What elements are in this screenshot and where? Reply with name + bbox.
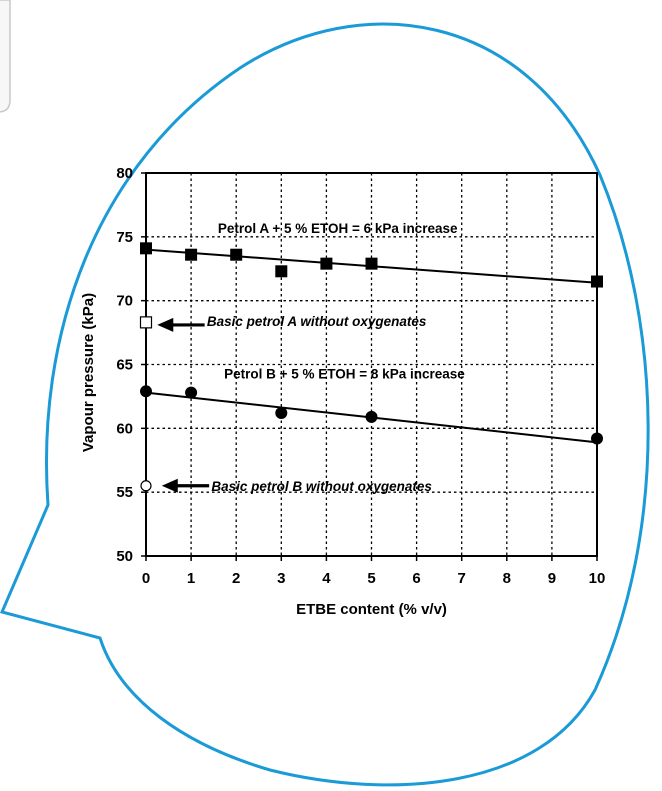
corner-panel bbox=[0, 0, 11, 113]
data-point-circle bbox=[591, 432, 603, 445]
data-point-circle bbox=[275, 407, 288, 420]
x-tick-label: 3 bbox=[277, 570, 285, 587]
x-tick-label: 2 bbox=[232, 570, 240, 587]
x-tick-label: 1 bbox=[187, 570, 195, 587]
speech-bubble-outline bbox=[0, 22, 650, 787]
data-point-circle bbox=[365, 410, 378, 423]
y-tick-label: 70 bbox=[116, 293, 133, 310]
x-tick-label: 8 bbox=[503, 570, 511, 587]
data-point-square bbox=[591, 275, 603, 288]
x-tick-label: 7 bbox=[458, 570, 466, 587]
y-tick-label: 60 bbox=[116, 420, 133, 437]
y-tick-label: 50 bbox=[116, 548, 133, 565]
data-markers bbox=[139, 242, 603, 492]
x-axis-title: ETBE content (% v/v) bbox=[296, 601, 447, 618]
axis-ticks: 0 1 2 3 4 5 6 7 8 9 10 50 55 60 65 70 75 80 bbox=[116, 165, 605, 587]
y-tick-label: 80 bbox=[116, 165, 133, 182]
x-tick-label: 10 bbox=[589, 570, 606, 587]
annotation-label: Basic petrol B without oxygenates bbox=[211, 479, 432, 494]
data-point-circle bbox=[185, 386, 198, 399]
data-point-circle bbox=[140, 385, 152, 398]
x-tick-label: 6 bbox=[412, 570, 420, 587]
grid-lines bbox=[146, 173, 597, 556]
x-tick-label: 0 bbox=[142, 570, 150, 587]
annotation-label: Basic petrol A without oxygenates bbox=[207, 314, 427, 329]
annotation-arrow-head bbox=[157, 317, 174, 332]
x-tick-label: 4 bbox=[322, 570, 331, 587]
y-axis-title: Vapour pressure (kPa) bbox=[80, 293, 97, 452]
data-point-open-circle bbox=[140, 480, 152, 492]
data-point-square bbox=[275, 265, 288, 278]
y-tick-label: 55 bbox=[116, 484, 133, 501]
y-tick-label: 65 bbox=[116, 357, 133, 374]
data-point-square bbox=[140, 242, 152, 255]
data-point-square bbox=[230, 248, 243, 261]
x-tick-label: 5 bbox=[367, 570, 375, 587]
data-point-square bbox=[320, 257, 333, 270]
data-point-square bbox=[185, 248, 198, 261]
annotations: Petrol A + 5 % ETOH = 6 kPa increase Basi… bbox=[157, 221, 465, 494]
y-tick-label: 75 bbox=[116, 229, 133, 246]
data-point-open-square bbox=[139, 316, 153, 329]
annotation-arrow-head bbox=[161, 478, 178, 493]
annotation-label: Petrol A + 5 % ETOH = 6 kPa increase bbox=[218, 221, 458, 236]
annotation-label: Petrol B + 5 % ETOH = 8 kPa increase bbox=[224, 367, 465, 382]
x-tick-label: 9 bbox=[548, 570, 556, 587]
data-point-square bbox=[365, 257, 378, 270]
